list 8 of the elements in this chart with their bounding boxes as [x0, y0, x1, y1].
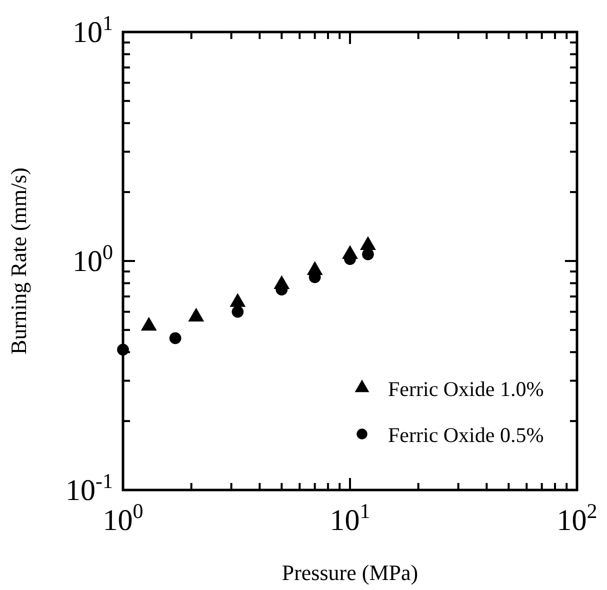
legend-label: Ferric Oxide 0.5% — [388, 423, 544, 447]
x-axis-title: Pressure (MPa) — [282, 560, 418, 585]
x-tick-label: 10$^{2}$ — [556, 499, 598, 537]
y-tick-label: 10$^{1}$ — [72, 11, 113, 49]
y-axis-title: Burning Rate (mm/s) — [6, 168, 31, 354]
legend-label: Ferric Oxide 1.0% — [388, 377, 544, 401]
y-tick-label: 10$^{0}$ — [72, 240, 113, 278]
x-tick-label: 10$^{1}$ — [330, 499, 370, 537]
